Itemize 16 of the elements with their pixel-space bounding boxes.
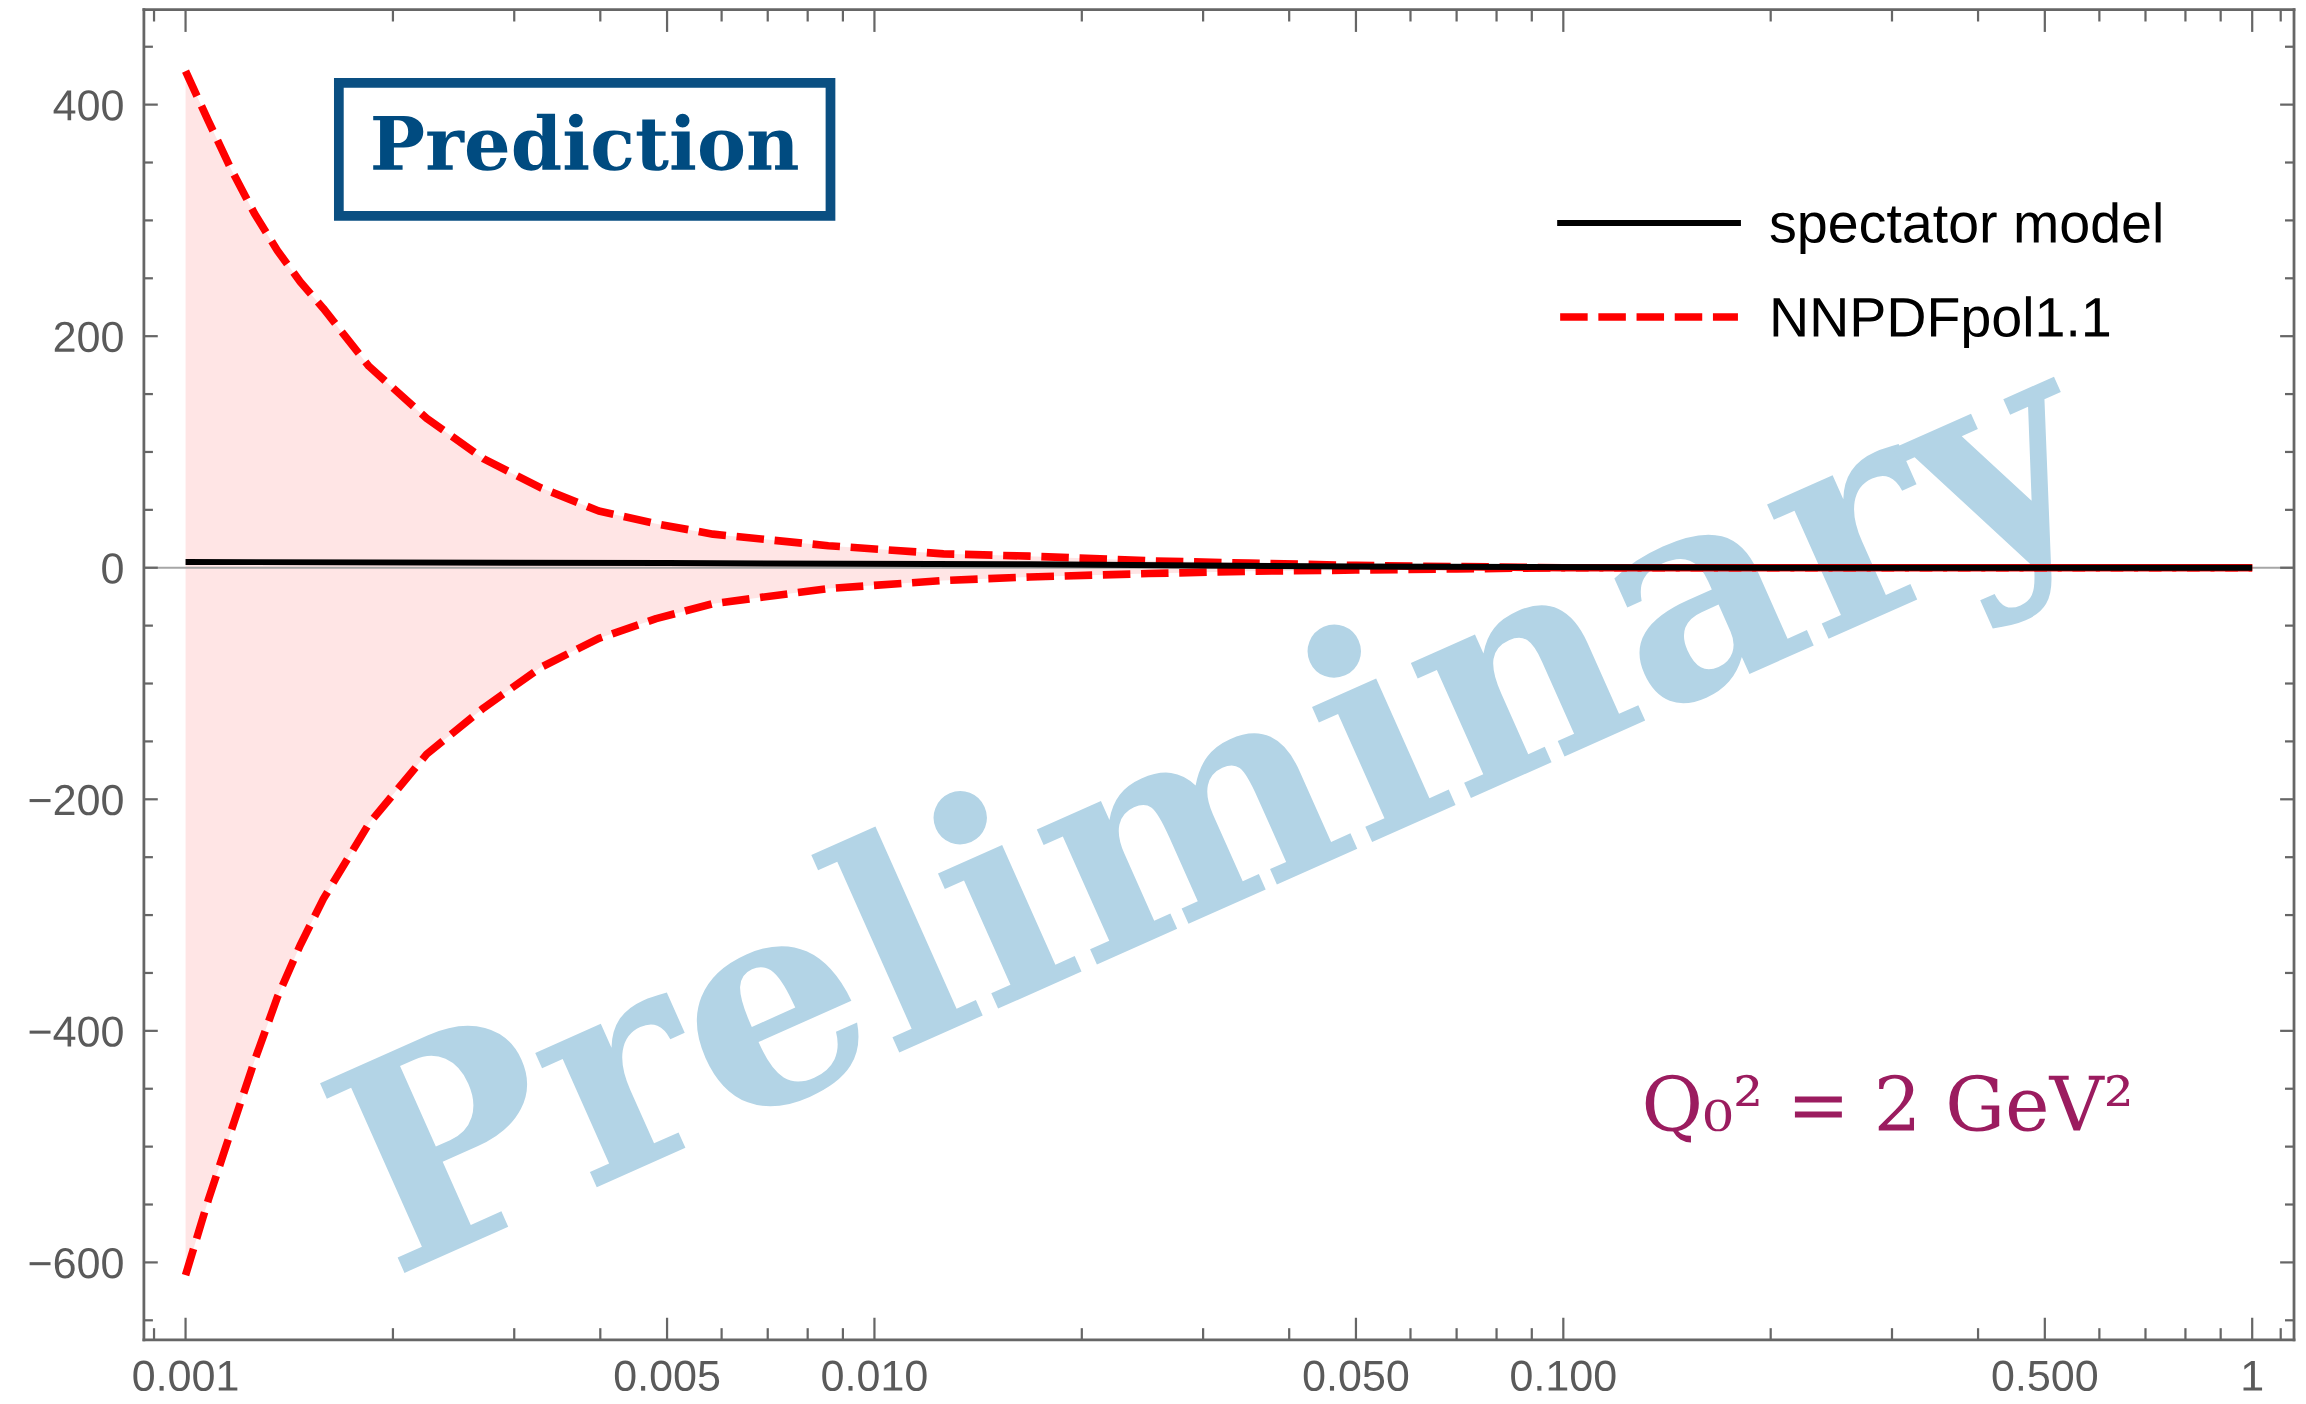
y-tick-label: −400 bbox=[29, 1016, 123, 1047]
y-tick-label: 0 bbox=[102, 553, 123, 584]
x-tick-label: 0.010 bbox=[822, 1360, 927, 1392]
x-tick-label: 0.050 bbox=[1303, 1360, 1409, 1392]
y-tick-label: 400 bbox=[53, 90, 123, 121]
y-tick-label: −600 bbox=[29, 1247, 123, 1279]
x-tick-label: 0.005 bbox=[614, 1360, 720, 1392]
x-tick-label: 0.001 bbox=[133, 1360, 238, 1392]
legend-label: spectator model bbox=[1770, 202, 2161, 254]
x-tick-label: 1 bbox=[2243, 1361, 2263, 1391]
y-tick-label: 200 bbox=[54, 321, 123, 353]
legend-label: NNPDFpol1.1 bbox=[1773, 296, 2110, 348]
y-tick-label: −200 bbox=[29, 784, 123, 816]
x-tick-label: 0.100 bbox=[1511, 1360, 1616, 1392]
x-tick-label: 0.500 bbox=[1992, 1360, 2098, 1392]
annotation: Prediction bbox=[373, 113, 798, 171]
